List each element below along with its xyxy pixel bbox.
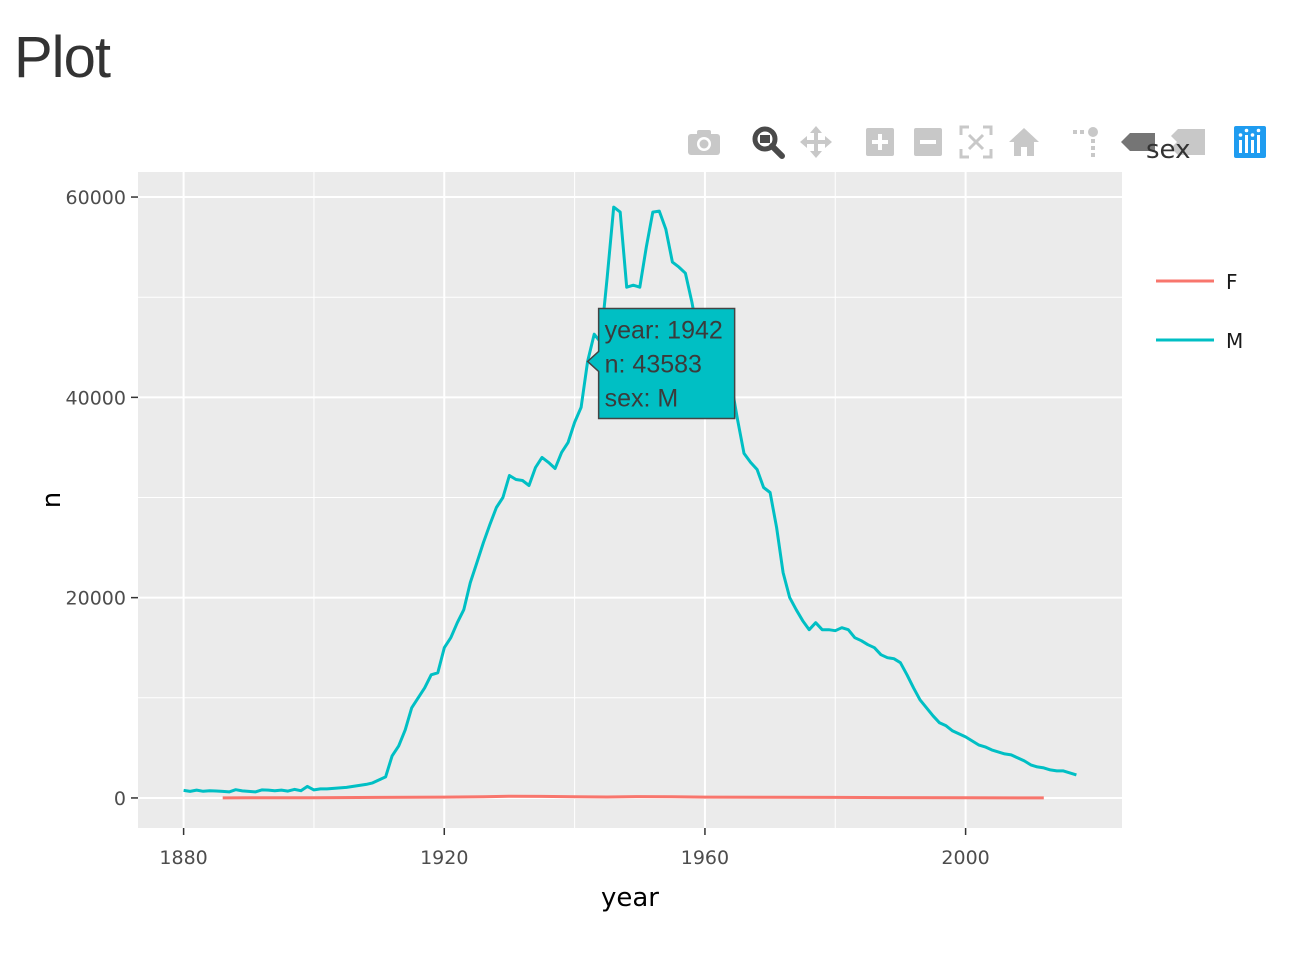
plot-panel[interactable] xyxy=(138,172,1122,828)
pan-icon[interactable] xyxy=(796,122,836,162)
hover-tooltip: year: 1942 n: 43583 sex: M xyxy=(586,307,736,420)
y-axis-title: n xyxy=(37,492,67,508)
series-lines xyxy=(183,205,1077,800)
zoom-in-icon[interactable] xyxy=(860,122,900,162)
reset-axes-icon[interactable] xyxy=(1004,122,1044,162)
tooltip-box xyxy=(586,307,736,420)
autoscale-icon[interactable] xyxy=(956,122,996,162)
tooltip-line: year: 1942 xyxy=(605,316,723,344)
legend-label-F: F xyxy=(1226,270,1238,294)
zoom-out-icon[interactable] xyxy=(908,122,948,162)
x-tick-label: 2000 xyxy=(941,847,989,869)
page-title: Plot xyxy=(14,25,111,90)
x-axis: 1880 1920 1960 2000 xyxy=(159,828,990,869)
y-axis: 0 20000 40000 60000 xyxy=(66,187,138,810)
zoom-icon[interactable] xyxy=(748,122,788,162)
series-line-M xyxy=(183,205,1077,794)
y-tick-label: 60000 xyxy=(66,187,126,209)
series-line-F xyxy=(222,794,1044,800)
modebar xyxy=(684,122,1274,162)
legend: FM xyxy=(1156,270,1243,353)
y-tick-label: 0 xyxy=(114,788,126,810)
y-tick-label: 20000 xyxy=(66,588,126,610)
x-tick-label: 1960 xyxy=(681,847,729,869)
hover-closest-icon[interactable] xyxy=(1118,122,1158,162)
x-tick-label: 1880 xyxy=(159,847,207,869)
y-tick-label: 40000 xyxy=(66,387,126,409)
legend-label-M: M xyxy=(1226,329,1243,353)
x-axis-title: year xyxy=(601,883,659,913)
spike-lines-icon[interactable] xyxy=(1066,122,1106,162)
camera-icon[interactable] xyxy=(684,122,724,162)
plotly-logo-icon[interactable] xyxy=(1230,122,1270,162)
legend-title: sex xyxy=(1146,135,1190,165)
tooltip-line: n: 43583 xyxy=(605,350,702,378)
x-tick-label: 1920 xyxy=(420,847,468,869)
hover-compare-icon[interactable] xyxy=(1168,122,1208,162)
tooltip-line: sex: M xyxy=(605,384,679,412)
